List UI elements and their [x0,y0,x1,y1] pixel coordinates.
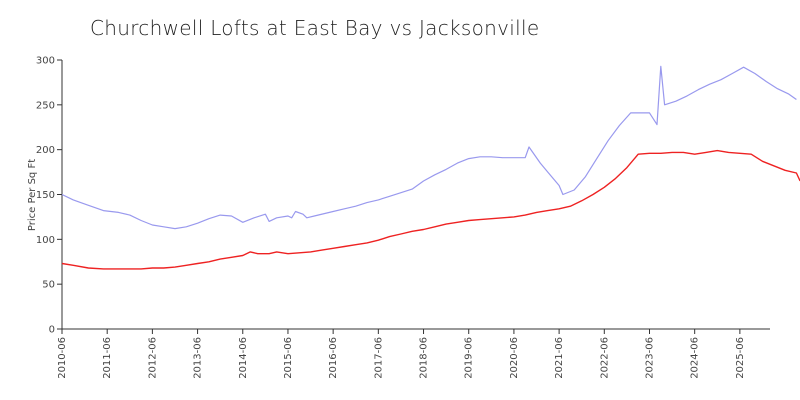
chart-title: Churchwell Lofts at East Bay vs Jacksonv… [90,16,540,40]
x-tick-label: 2016-06 [328,337,339,379]
x-tick-label: 2019-06 [464,337,475,379]
x-tick-label: 2012-06 [147,337,158,379]
y-tick-label: 50 [42,280,55,291]
y-tick-label: 100 [36,235,55,246]
x-tick-label: 2018-06 [419,337,430,379]
x-tick-label: 2024-06 [690,337,701,379]
x-tick-label: 2023-06 [644,337,655,379]
x-tick-label: 2010-06 [57,337,68,379]
y-tick-label: 200 [36,145,55,156]
y-tick-label: 250 [36,100,55,111]
series-line-2 [61,149,800,270]
x-tick-label: 2020-06 [509,337,520,379]
y-axis-label: Price Per Sq Ft [27,159,38,231]
x-tick-label: 2025-06 [735,337,746,379]
series-line-1 [61,65,797,230]
x-tick-label: 2015-06 [283,337,294,379]
x-tick-label: 2014-06 [238,337,249,379]
x-tick-label: 2011-06 [102,337,113,379]
y-tick-label: 300 [36,56,55,67]
x-tick-label: 2021-06 [554,337,565,379]
x-tick-label: 2022-06 [599,337,610,379]
series-layer [61,65,800,270]
x-tick-label: 2017-06 [373,337,384,379]
y-tick-label: 150 [36,190,55,201]
axes: 0 50 100 150 200 250 300 2010-06 2011-06 2012-06 2… [36,56,770,379]
y-tick-label: 0 [49,325,55,336]
x-tick-label: 2013-06 [193,337,204,379]
